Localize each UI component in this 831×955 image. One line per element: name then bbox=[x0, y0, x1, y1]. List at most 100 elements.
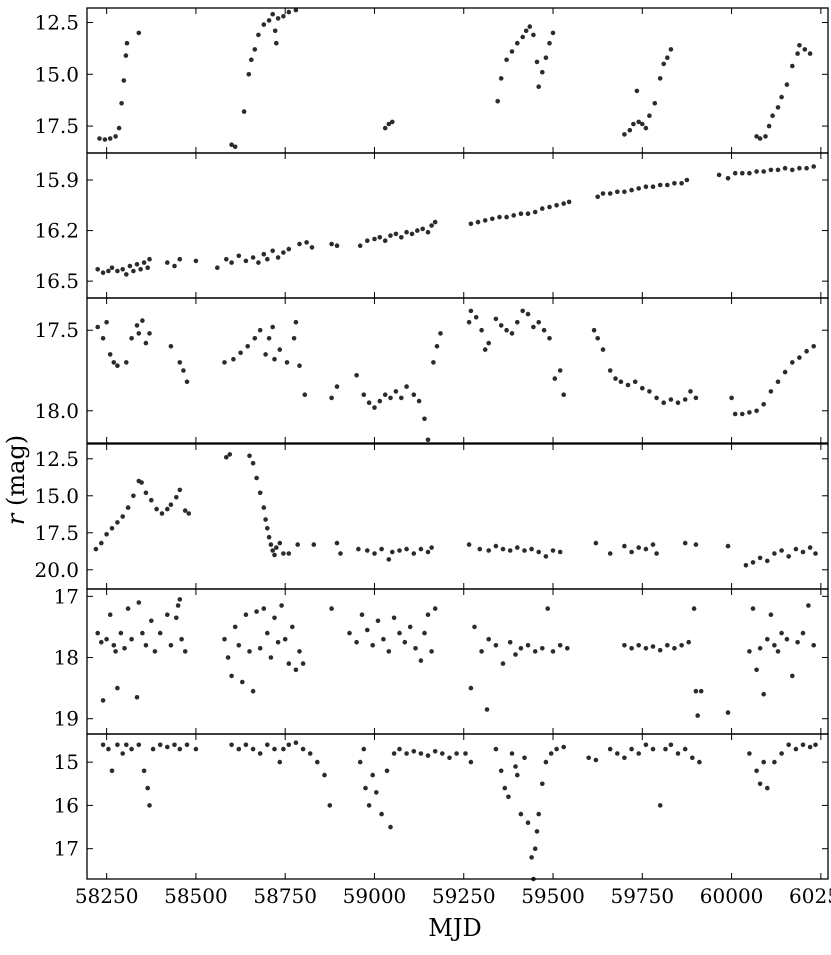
data-point bbox=[795, 639, 800, 645]
data-point bbox=[229, 742, 234, 748]
data-point bbox=[409, 231, 415, 237]
data-point bbox=[463, 751, 468, 756]
data-point bbox=[168, 643, 174, 648]
data-point bbox=[643, 742, 649, 748]
data-point bbox=[334, 540, 340, 546]
data-point bbox=[359, 612, 365, 617]
data-point bbox=[565, 646, 570, 651]
data-point bbox=[797, 43, 802, 48]
data-point bbox=[675, 751, 681, 756]
data-point bbox=[95, 324, 100, 330]
data-point bbox=[123, 53, 129, 58]
data-point bbox=[747, 410, 752, 415]
data-point bbox=[377, 235, 383, 240]
data-point bbox=[650, 184, 656, 189]
data-point bbox=[107, 136, 113, 141]
data-point bbox=[238, 350, 243, 356]
data-point bbox=[768, 389, 774, 394]
data-point bbox=[498, 76, 504, 81]
y-tick-label: 15.0 bbox=[34, 484, 79, 508]
data-point bbox=[124, 742, 129, 748]
x-tick-label: 59250 bbox=[432, 884, 496, 908]
panels-group: 12.5 15.0 17.5 15.9 16.2 16.5 17.5 18.0 12.5 15.0… bbox=[34, 7, 829, 882]
data-point bbox=[252, 336, 258, 341]
data-point bbox=[532, 649, 538, 654]
data-point bbox=[145, 265, 150, 271]
data-point bbox=[561, 201, 566, 206]
data-point bbox=[125, 606, 131, 611]
data-point bbox=[232, 144, 238, 150]
data-point bbox=[797, 355, 802, 360]
data-point bbox=[754, 408, 759, 414]
data-point bbox=[106, 268, 111, 274]
data-point bbox=[254, 609, 259, 614]
data-point bbox=[361, 392, 367, 398]
data-point bbox=[650, 644, 656, 649]
data-point bbox=[475, 219, 481, 225]
data-point bbox=[525, 643, 531, 648]
data-point bbox=[272, 552, 277, 558]
data-point bbox=[686, 639, 691, 645]
data-point bbox=[215, 265, 220, 271]
data-point bbox=[466, 319, 472, 325]
data-point bbox=[747, 170, 752, 176]
data-point bbox=[265, 742, 270, 748]
data-point bbox=[261, 251, 267, 257]
data-point bbox=[622, 755, 627, 761]
data-point bbox=[534, 829, 540, 834]
data-point bbox=[354, 373, 359, 378]
data-point bbox=[147, 256, 152, 262]
data-point bbox=[468, 221, 474, 227]
data-point bbox=[95, 630, 100, 636]
data-point bbox=[541, 327, 547, 333]
data-point bbox=[757, 646, 763, 651]
data-point bbox=[240, 679, 245, 685]
data-point bbox=[236, 643, 242, 648]
data-point bbox=[293, 740, 299, 745]
data-point bbox=[225, 655, 231, 660]
data-point bbox=[779, 751, 784, 756]
data-point bbox=[813, 742, 818, 748]
data-point bbox=[784, 636, 790, 642]
data-point bbox=[334, 243, 340, 248]
data-point bbox=[691, 606, 697, 611]
data-point bbox=[157, 630, 163, 636]
data-point bbox=[765, 785, 770, 791]
data-point bbox=[697, 759, 702, 765]
data-point bbox=[740, 170, 745, 176]
data-point bbox=[754, 667, 759, 673]
data-point bbox=[425, 612, 431, 617]
data-point bbox=[640, 385, 645, 391]
data-point bbox=[693, 395, 699, 401]
data-point bbox=[622, 189, 627, 195]
data-point bbox=[165, 612, 170, 617]
data-point bbox=[177, 746, 183, 752]
data-point bbox=[159, 511, 165, 516]
data-point bbox=[418, 546, 424, 552]
data-point bbox=[479, 649, 484, 654]
data-point bbox=[100, 742, 106, 748]
data-point bbox=[479, 327, 484, 333]
data-point bbox=[375, 618, 381, 624]
data-point bbox=[761, 691, 766, 697]
data-point bbox=[454, 751, 459, 756]
data-point bbox=[270, 324, 276, 330]
data-point bbox=[366, 400, 372, 406]
data-point bbox=[246, 72, 252, 77]
data-point bbox=[134, 262, 140, 267]
data-point bbox=[115, 520, 120, 525]
data-point bbox=[725, 710, 731, 715]
data-point bbox=[600, 191, 606, 196]
data-point bbox=[793, 546, 799, 552]
data-point bbox=[174, 615, 179, 621]
data-point bbox=[561, 744, 566, 750]
data-point bbox=[193, 746, 199, 752]
data-point bbox=[129, 636, 134, 642]
data-point bbox=[329, 395, 334, 401]
data-point bbox=[243, 612, 249, 617]
data-point bbox=[177, 487, 183, 493]
data-point bbox=[145, 785, 150, 791]
data-point bbox=[404, 384, 409, 389]
data-point bbox=[472, 624, 477, 630]
data-point bbox=[716, 172, 722, 178]
